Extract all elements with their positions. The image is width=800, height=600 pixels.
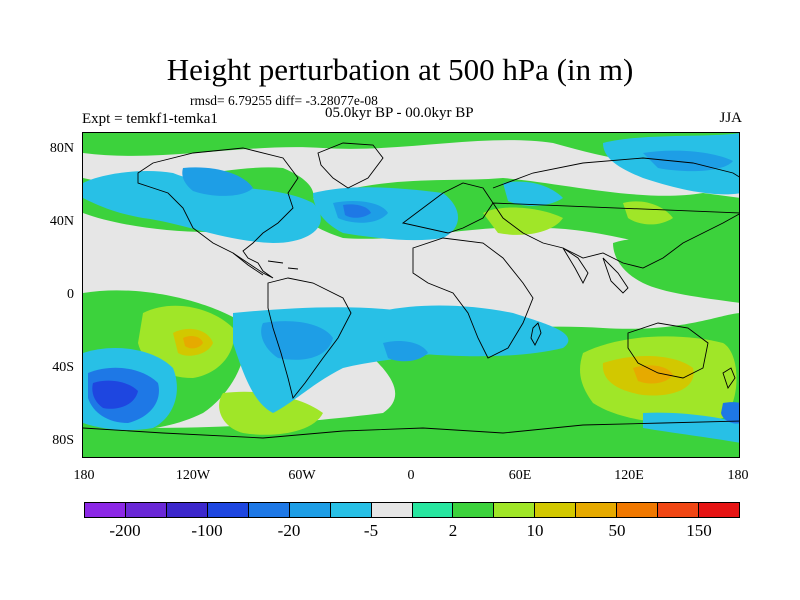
colorbar-label: -100 [191,521,223,540]
lat-label-40s: 40S [52,360,74,375]
coastlines [83,142,739,439]
colorbar-label: -5 [363,521,379,540]
period-label: 05.0kyr BP - 00.0kyr BP [325,105,474,121]
colorbar-label: -200 [109,521,141,540]
colorbar-label: 10 [526,521,544,540]
colorbar-swatch [699,503,739,517]
colorbar-swatch [207,503,249,517]
lon-label-60e: 60E [508,468,532,483]
contour-map [83,133,739,457]
colorbar-swatch [576,503,618,517]
colorbar-label: 150 [686,521,712,540]
contour-fills [83,133,739,457]
colorbar-swatch [166,503,208,517]
colorbar-swatch [85,503,126,517]
lon-label-120e: 120E [614,468,644,483]
colorbar-swatch [125,503,167,517]
colorbar-swatch [453,503,495,517]
lat-label-80s: 80S [52,433,74,448]
season-label: JJA [719,110,742,126]
colorbar-swatch [330,503,372,517]
colorbar-swatch [617,503,659,517]
lat-label-40n: 40N [49,214,74,229]
colorbar-swatch [248,503,290,517]
map-title: Height perturbation at 500 hPa (in m) [166,52,634,87]
colorbar-swatch [371,503,413,517]
lon-label-120w: 120W [175,468,211,483]
map-panel [82,132,740,458]
lon-label-0: 0 [407,468,415,483]
colorbar [84,502,740,518]
colorbar-swatch [494,503,536,517]
colorbar-label: 50 [608,521,626,540]
lat-label-0: 0 [67,287,74,302]
lon-label-60w: 60W [288,468,316,483]
lon-label-180e: 180 [727,468,749,483]
lon-label-180w: 180 [73,468,95,483]
colorbar-swatch [412,503,454,517]
colorbar-label: -20 [277,521,301,540]
colorbar-swatch [658,503,700,517]
colorbar-swatch [289,503,331,517]
stats-text: rmsd= 6.79255 diff= -3.28077e-08 [190,93,378,108]
colorbar-label: 2 [448,521,458,540]
colorbar-swatch [535,503,577,517]
experiment-label: Expt = temkf1-temka1 [82,111,218,127]
lat-label-80n: 80N [49,141,74,156]
